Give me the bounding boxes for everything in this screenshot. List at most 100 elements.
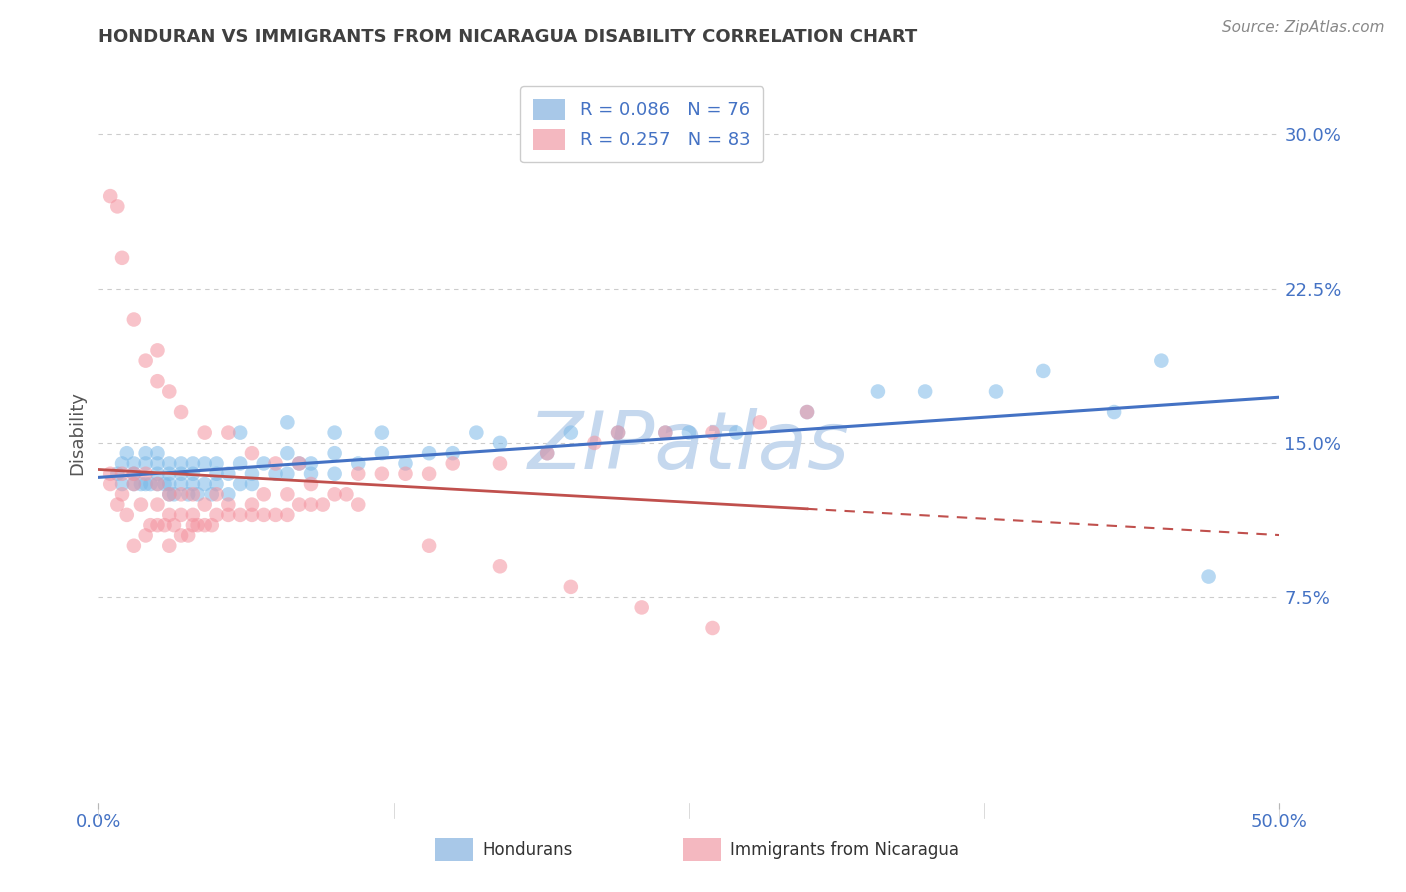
Point <box>157 487 180 501</box>
Point <box>146 343 169 358</box>
Point <box>153 518 176 533</box>
Point <box>347 467 370 481</box>
Point <box>194 425 217 440</box>
Point <box>347 498 370 512</box>
Point <box>194 498 217 512</box>
Point <box>1198 569 1220 583</box>
Point <box>312 498 335 512</box>
Point <box>217 508 239 522</box>
Point <box>796 405 818 419</box>
Point <box>187 518 209 533</box>
Point <box>418 446 440 460</box>
Point <box>194 457 217 471</box>
Point <box>135 353 157 368</box>
Point <box>276 415 298 429</box>
Point <box>194 477 217 491</box>
FancyBboxPatch shape <box>434 838 472 861</box>
Point <box>122 477 145 491</box>
Point <box>187 487 209 501</box>
Point <box>111 457 134 471</box>
Point <box>288 498 311 512</box>
Point <box>122 467 145 481</box>
Point <box>170 487 193 501</box>
Point <box>288 457 311 471</box>
Point <box>122 457 145 471</box>
Point <box>205 508 228 522</box>
Point <box>984 384 1007 399</box>
Point <box>489 559 512 574</box>
Point <box>748 415 770 429</box>
Point <box>347 457 370 471</box>
Point <box>177 528 200 542</box>
Point <box>288 457 311 471</box>
Point <box>418 467 440 481</box>
Point <box>181 477 204 491</box>
Legend: R = 0.086   N = 76, R = 0.257   N = 83: R = 0.086 N = 76, R = 0.257 N = 83 <box>520 87 763 162</box>
Text: HONDURAN VS IMMIGRANTS FROM NICARAGUA DISABILITY CORRELATION CHART: HONDURAN VS IMMIGRANTS FROM NICARAGUA DI… <box>98 28 918 45</box>
Point <box>489 457 512 471</box>
Point <box>98 189 121 203</box>
Point <box>153 477 176 491</box>
Point <box>135 467 157 481</box>
Point <box>177 487 200 501</box>
Point <box>170 477 193 491</box>
Point <box>654 425 676 440</box>
Point <box>135 457 157 471</box>
Point <box>163 518 186 533</box>
Point <box>323 487 346 501</box>
Point <box>276 487 298 501</box>
Point <box>323 425 346 440</box>
Point <box>139 518 162 533</box>
Point <box>170 528 193 542</box>
Point <box>205 477 228 491</box>
Point <box>146 518 169 533</box>
Point <box>115 508 138 522</box>
Point <box>105 498 128 512</box>
Point <box>323 467 346 481</box>
Point <box>276 508 298 522</box>
Point <box>170 508 193 522</box>
Point <box>135 528 157 542</box>
Point <box>205 467 228 481</box>
Point <box>201 518 224 533</box>
Point <box>371 467 394 481</box>
Point <box>489 436 512 450</box>
Point <box>157 457 180 471</box>
Point <box>98 477 121 491</box>
Point <box>135 477 157 491</box>
Point <box>181 487 204 501</box>
Point <box>299 477 322 491</box>
Point <box>217 467 239 481</box>
Point <box>111 467 134 481</box>
Point <box>122 467 145 481</box>
Point <box>229 508 252 522</box>
Point <box>157 467 180 481</box>
Point <box>253 457 276 471</box>
Point <box>122 477 145 491</box>
Point <box>418 539 440 553</box>
Point <box>253 508 276 522</box>
Point <box>146 374 169 388</box>
Text: Hondurans: Hondurans <box>482 841 572 859</box>
Point <box>163 487 186 501</box>
Point <box>170 467 193 481</box>
Point <box>111 487 134 501</box>
Point <box>146 498 169 512</box>
Point <box>181 457 204 471</box>
Point <box>205 487 228 501</box>
Point <box>229 457 252 471</box>
Point <box>201 487 224 501</box>
Point <box>702 621 724 635</box>
Point <box>1032 364 1054 378</box>
Point <box>122 312 145 326</box>
Point <box>129 498 152 512</box>
Point <box>205 457 228 471</box>
Point <box>371 425 394 440</box>
Point <box>299 498 322 512</box>
Point <box>129 477 152 491</box>
Point <box>654 425 676 440</box>
Point <box>170 457 193 471</box>
Point <box>157 384 180 399</box>
Text: ZIPatlas: ZIPatlas <box>527 409 851 486</box>
Point <box>240 498 263 512</box>
